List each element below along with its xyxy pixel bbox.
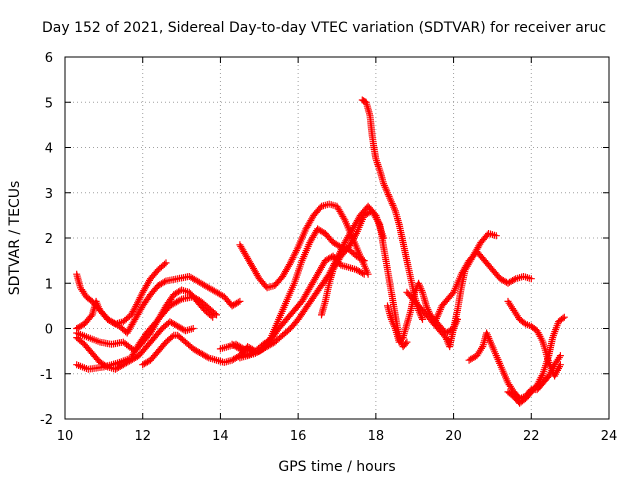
x-tick-label: 22 (523, 429, 540, 444)
data-point-marker (238, 344, 246, 352)
data-point-marker (556, 361, 564, 369)
data-point-marker (556, 352, 564, 360)
x-tick-label: 18 (368, 429, 385, 444)
x-tick-label: 24 (601, 429, 618, 444)
data-point-marker (293, 245, 301, 253)
data-point-marker (292, 248, 300, 256)
series-arc-15 (430, 248, 535, 328)
y-tick-label: 3 (45, 187, 53, 202)
y-tick-label: 2 (45, 232, 53, 247)
data-point-marker (359, 269, 367, 277)
x-tick-label: 16 (290, 429, 307, 444)
data-point-marker (403, 338, 411, 346)
series-arc-18 (504, 313, 568, 407)
y-axis-label: SDTVAR / TECUs (7, 181, 23, 296)
data-point-marker (207, 312, 215, 320)
data-point-marker (135, 295, 143, 303)
series-arc-3 (73, 273, 244, 337)
data-point-marker (234, 298, 242, 306)
data-point-marker (211, 310, 219, 318)
data-point-marker (168, 333, 176, 341)
chart-title: Day 152 of 2021, Sidereal Day-to-day VTE… (42, 20, 606, 36)
x-axis-label: GPS time / hours (278, 459, 395, 475)
y-tick-label: 6 (45, 51, 53, 66)
data-point-marker (236, 297, 244, 305)
data-point-marker (340, 214, 348, 222)
y-tick-label: -1 (40, 368, 53, 383)
y-tick-label: 4 (45, 142, 53, 157)
data-points (73, 96, 568, 407)
series-arc-4 (73, 286, 217, 355)
data-point-marker (161, 260, 168, 268)
data-point-marker (213, 311, 220, 319)
data-point-marker (137, 292, 145, 300)
data-point-marker (360, 257, 368, 265)
x-tick-label: 12 (134, 429, 151, 444)
data-point-marker (375, 219, 383, 227)
y-tick-label: 1 (45, 277, 53, 292)
data-point-marker (560, 313, 568, 321)
plot-frame (64, 56, 610, 420)
y-tick-label: -2 (40, 413, 53, 428)
x-tick-label: 14 (212, 429, 229, 444)
data-point-marker (492, 232, 500, 240)
y-tick-label: 0 (45, 323, 53, 338)
x-tick-label: 20 (445, 429, 462, 444)
data-point-marker (161, 278, 168, 286)
x-tick-label: 10 (57, 429, 74, 444)
data-point-marker (209, 313, 217, 321)
data-point-marker (102, 362, 110, 370)
series-arc-5 (73, 318, 197, 373)
data-point-marker (360, 270, 368, 278)
series-arc-11 (318, 207, 411, 351)
data-point-marker (510, 276, 518, 284)
data-point-marker (352, 231, 359, 239)
series-arc-12 (358, 96, 426, 323)
data-point-marker (419, 315, 426, 323)
data-point-marker (189, 325, 197, 332)
data-point-marker (527, 275, 535, 283)
series-arc-7 (236, 200, 372, 292)
data-point-marker (359, 256, 367, 264)
data-point-marker (176, 296, 184, 304)
series-arc-6 (139, 331, 259, 369)
data-point-marker (203, 353, 211, 361)
data-point-marker (162, 259, 170, 267)
data-point-marker (559, 314, 567, 322)
grid-lines (65, 57, 609, 419)
y-tick-label: 5 (45, 96, 53, 111)
data-point-marker (133, 301, 141, 309)
data-point-marker (402, 340, 410, 348)
